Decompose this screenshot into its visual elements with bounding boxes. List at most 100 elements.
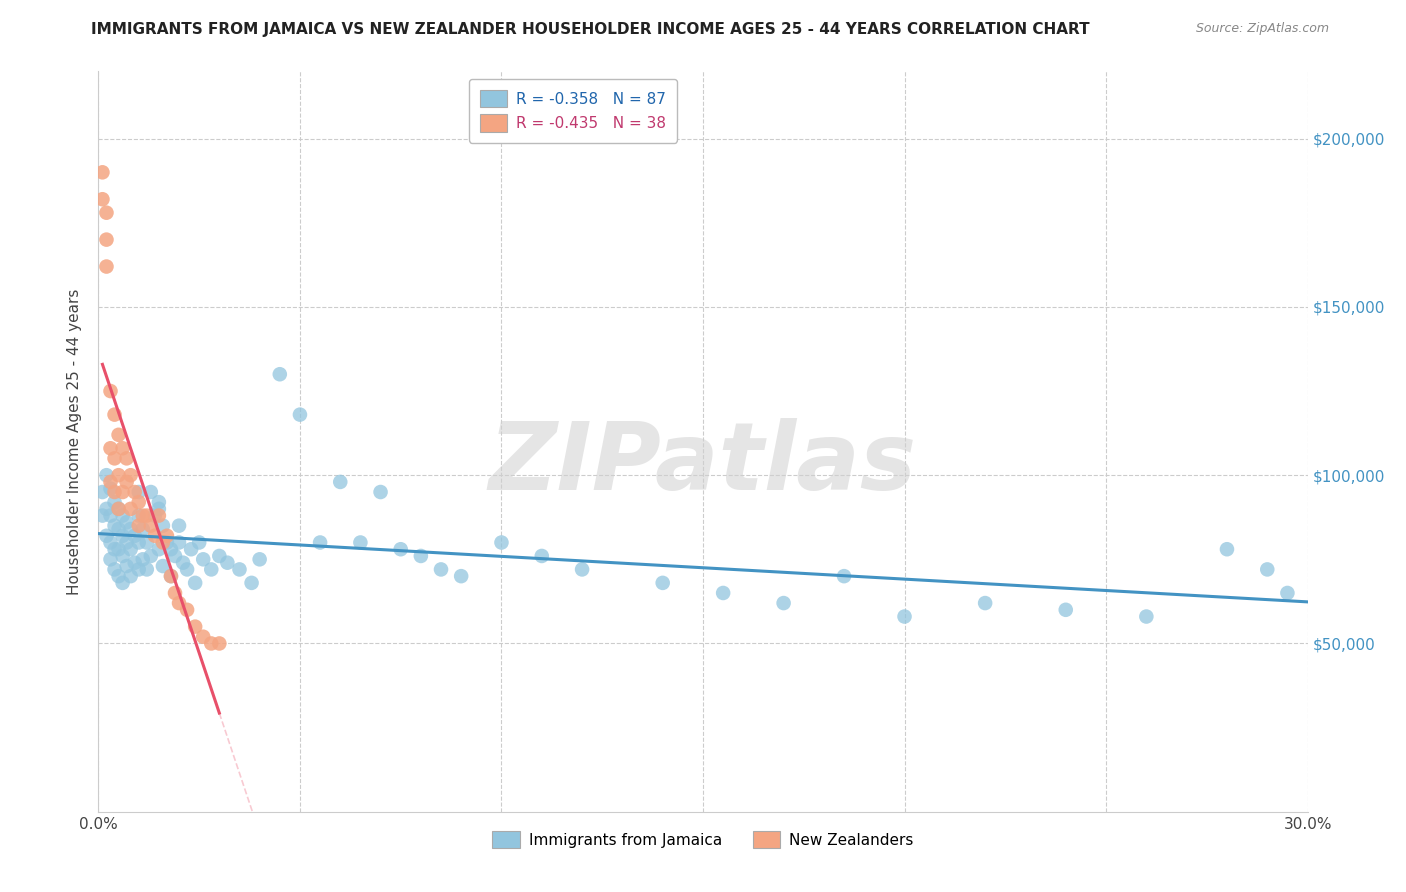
Point [176, 562, 198, 576]
Point [530, 549, 553, 563]
Point [107, 468, 129, 483]
Point [309, 535, 332, 549]
Point [100, 442, 122, 456]
Point [188, 535, 211, 549]
Point [249, 552, 271, 566]
Point [132, 508, 155, 523]
Point [1054, 603, 1077, 617]
Point [115, 475, 138, 489]
Point [103, 518, 125, 533]
Point [832, 569, 855, 583]
Point [111, 529, 134, 543]
Point [120, 569, 142, 583]
Point [152, 535, 174, 549]
Point [103, 485, 125, 500]
Point [96, 468, 118, 483]
Point [193, 630, 215, 644]
Point [91, 508, 114, 523]
Point [651, 575, 673, 590]
Point [1216, 542, 1239, 557]
Point [139, 549, 162, 563]
Point [111, 508, 134, 523]
Point [167, 596, 190, 610]
Point [180, 542, 202, 557]
Point [148, 495, 170, 509]
Point [893, 609, 915, 624]
Point [1135, 609, 1157, 624]
Point [115, 535, 138, 549]
Point [139, 485, 162, 500]
Point [107, 501, 129, 516]
Point [115, 451, 138, 466]
Point [430, 562, 453, 576]
Point [107, 501, 129, 516]
Point [120, 501, 142, 516]
Point [120, 468, 142, 483]
Point [974, 596, 997, 610]
Point [148, 542, 170, 557]
Point [128, 495, 150, 509]
Point [111, 549, 134, 563]
Point [143, 508, 166, 523]
Point [269, 368, 291, 382]
Point [128, 508, 150, 523]
Point [370, 485, 392, 500]
Point [184, 575, 207, 590]
Point [128, 562, 150, 576]
Point [124, 556, 146, 570]
Point [103, 408, 125, 422]
Point [143, 529, 166, 543]
Y-axis label: Householder Income Ages 25 - 44 years: Householder Income Ages 25 - 44 years [67, 288, 83, 595]
Text: ZIPatlas: ZIPatlas [489, 417, 917, 509]
Point [208, 636, 231, 650]
Point [711, 586, 734, 600]
Point [409, 549, 432, 563]
Point [100, 552, 122, 566]
Point [172, 556, 194, 570]
Point [329, 475, 352, 489]
Point [772, 596, 794, 610]
Point [107, 542, 129, 557]
Point [111, 485, 134, 500]
Point [160, 542, 183, 557]
Point [96, 529, 118, 543]
Point [491, 535, 513, 549]
Point [156, 529, 179, 543]
Point [100, 475, 122, 489]
Point [111, 442, 134, 456]
Point [96, 260, 118, 274]
Point [148, 508, 170, 523]
Point [120, 542, 142, 557]
Point [124, 529, 146, 543]
Point [115, 559, 138, 574]
Point [100, 482, 122, 496]
Point [288, 408, 311, 422]
Text: Source: ZipAtlas.com: Source: ZipAtlas.com [1195, 22, 1329, 36]
Point [132, 552, 155, 566]
Point [128, 535, 150, 549]
Point [103, 495, 125, 509]
Point [208, 549, 231, 563]
Point [160, 569, 183, 583]
Point [107, 569, 129, 583]
Point [124, 485, 146, 500]
Point [152, 559, 174, 574]
Point [103, 542, 125, 557]
Point [1256, 562, 1278, 576]
Point [91, 192, 114, 206]
Point [91, 485, 114, 500]
Point [193, 552, 215, 566]
Point [115, 516, 138, 530]
Point [163, 549, 186, 563]
Point [349, 535, 371, 549]
Point [107, 427, 129, 442]
Point [160, 569, 183, 583]
Point [96, 233, 118, 247]
Point [132, 522, 155, 536]
Point [176, 603, 198, 617]
Point [450, 569, 472, 583]
Point [135, 508, 157, 523]
Point [163, 586, 186, 600]
Point [152, 518, 174, 533]
Point [228, 562, 250, 576]
